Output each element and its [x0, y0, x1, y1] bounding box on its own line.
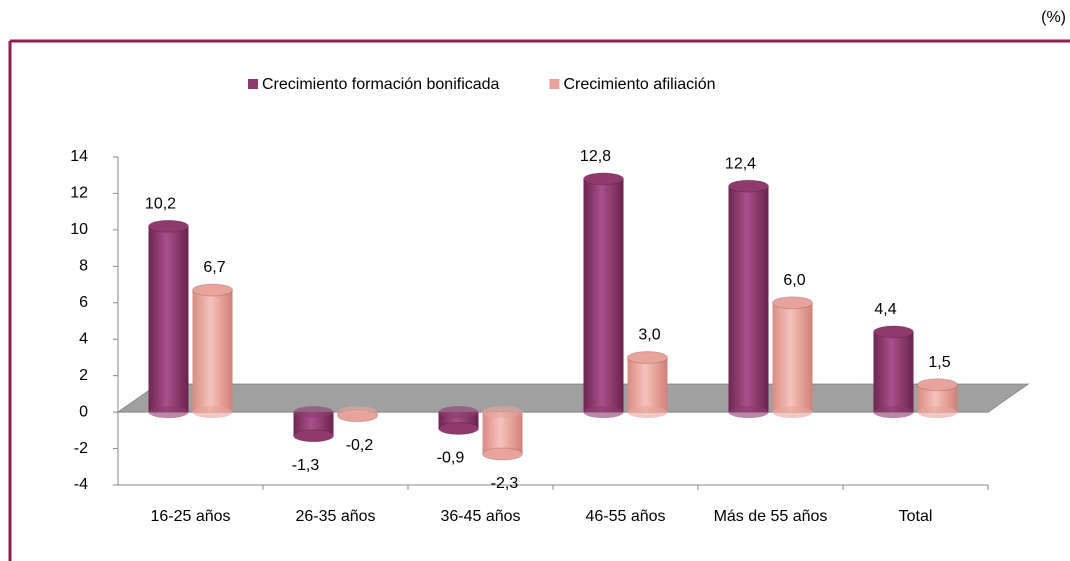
value-label: 3,0	[638, 327, 660, 344]
x-tick-label: Más de 55 años	[714, 508, 828, 525]
bar-base	[148, 406, 189, 419]
bar-base	[438, 406, 479, 419]
y-tick-label: -4	[74, 476, 88, 493]
y-tick-label: 8	[79, 258, 88, 275]
bar-cap	[192, 283, 233, 297]
y-tick-label: 10	[70, 221, 88, 238]
bar	[627, 357, 668, 413]
bar-base	[482, 406, 523, 419]
bar-base	[728, 406, 769, 419]
bar-cap	[627, 350, 668, 364]
bar-cap	[482, 447, 523, 461]
bar-cap	[438, 422, 479, 436]
y-tick-label: -2	[74, 440, 88, 457]
bar-cap	[583, 172, 624, 186]
bar-cap	[772, 296, 813, 310]
value-label: 6,7	[203, 259, 225, 276]
value-label: 10,2	[145, 195, 176, 212]
value-label: 1,5	[928, 354, 950, 371]
bar	[148, 226, 189, 413]
value-label: -0,2	[346, 437, 374, 454]
bar	[728, 186, 769, 413]
bar-base	[192, 406, 233, 419]
bar-base	[873, 406, 914, 419]
bar	[772, 302, 813, 413]
y-tick-label: 14	[70, 148, 88, 165]
bar	[192, 290, 233, 413]
y-tick-label: 2	[79, 367, 88, 384]
bar-cap	[148, 219, 189, 233]
bar	[583, 178, 624, 413]
bar	[482, 412, 523, 455]
y-tick-label: 0	[79, 403, 88, 420]
bar	[293, 412, 334, 436]
x-tick-label: 26-35 años	[295, 508, 375, 525]
y-tick-label: 4	[79, 330, 88, 347]
value-label: -1,3	[292, 457, 320, 474]
value-label: -0,9	[437, 450, 465, 467]
legend-swatch	[248, 79, 258, 89]
value-label: -2,3	[491, 475, 519, 492]
bar-base	[627, 406, 668, 419]
legend-label: Crecimiento formación bonificada	[262, 76, 500, 93]
x-tick-label: 46-55 años	[585, 508, 665, 525]
bar-cap	[293, 429, 334, 443]
value-label: 6,0	[783, 272, 805, 289]
unit-label: (%)	[1041, 9, 1066, 26]
y-tick-label: 6	[79, 294, 88, 311]
legend-swatch	[549, 79, 560, 89]
x-tick-label: Total	[899, 508, 933, 525]
x-tick-label: 16-25 años	[150, 508, 230, 525]
value-label: 12,8	[580, 148, 611, 165]
y-tick-label: 12	[70, 185, 88, 202]
bar-cap	[728, 179, 769, 193]
x-tick-label: 36-45 años	[440, 508, 520, 525]
bar-base	[917, 406, 958, 419]
bar-base	[337, 406, 378, 419]
bar-base	[583, 406, 624, 419]
bar	[873, 331, 914, 413]
legend-label: Crecimiento afiliación	[563, 76, 715, 93]
value-label: 12,4	[725, 155, 756, 172]
bar-cap	[917, 378, 958, 392]
bar-base	[772, 406, 813, 419]
value-label: 4,4	[874, 301, 896, 318]
bar-cap	[873, 325, 914, 339]
bar-base	[293, 406, 334, 419]
